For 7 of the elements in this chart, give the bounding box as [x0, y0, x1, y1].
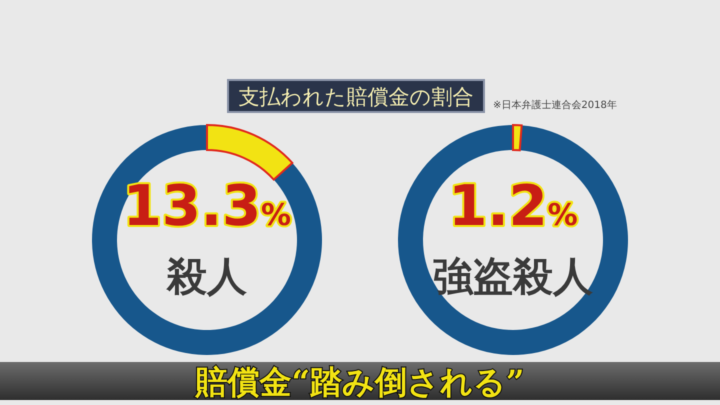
chart-title: 支払われた賠償金の割合	[238, 85, 474, 109]
text: 殺人	[166, 254, 248, 300]
text: ※日本弁護士連合会2018年	[493, 99, 617, 111]
text: 強盗殺人	[433, 254, 594, 300]
data-label: 13.3%	[122, 174, 292, 239]
text: 賠償金“踏み倒される”	[194, 363, 524, 401]
data-label: 1.2%	[448, 174, 578, 239]
